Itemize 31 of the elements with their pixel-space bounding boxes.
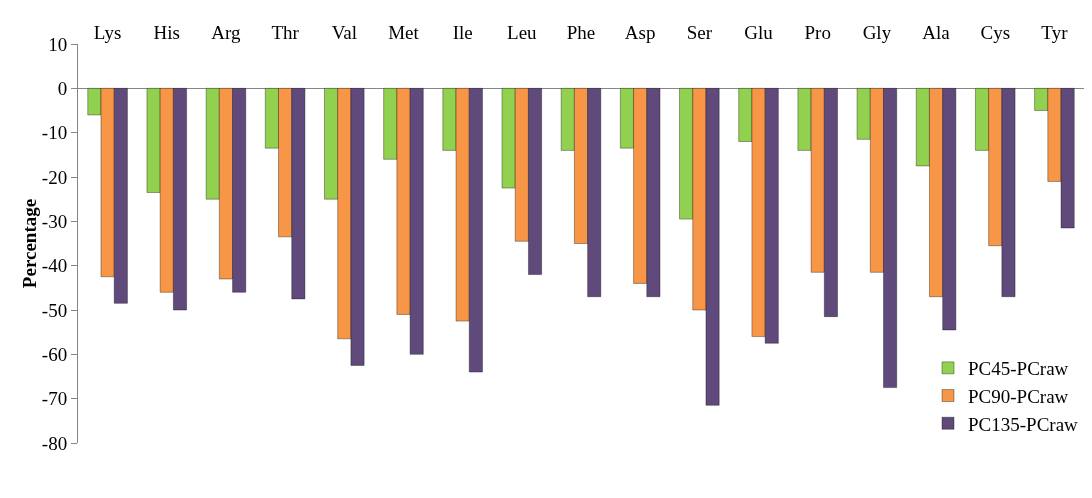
x-tick-label: Arg xyxy=(211,22,242,44)
x-tick-label: Thr xyxy=(271,22,300,44)
y-tick-label: -40 xyxy=(41,255,68,277)
legend-label: PC90-PCraw xyxy=(968,385,1069,407)
x-tick-label: Leu xyxy=(507,22,538,44)
x-tick-label: Met xyxy=(388,22,420,44)
x-tick-label: Gly xyxy=(862,22,892,44)
legend-label: PC45-PCraw xyxy=(968,358,1069,380)
y-axis-title: Percentage xyxy=(18,198,40,289)
y-tick-label: -10 xyxy=(41,122,68,144)
y-tick-label: -60 xyxy=(41,343,68,365)
y-tick-label: -70 xyxy=(41,388,68,410)
x-tick-label: Tyr xyxy=(1041,22,1069,44)
x-tick-label: Ile xyxy=(452,22,473,44)
y-tick-label: 10 xyxy=(48,33,68,55)
x-tick-label: Val xyxy=(331,22,357,44)
x-tick-label: Ser xyxy=(686,22,713,44)
y-tick-label: -80 xyxy=(41,432,68,454)
x-tick-label: His xyxy=(153,22,180,44)
y-tick-label: -50 xyxy=(41,299,68,321)
x-tick-label: Pro xyxy=(804,22,831,44)
x-tick-label: Cys xyxy=(980,22,1011,44)
y-tick-label: -30 xyxy=(41,210,68,232)
y-tick-label: -20 xyxy=(41,166,68,188)
x-tick-label: Lys xyxy=(93,22,122,44)
x-tick-label: Glu xyxy=(744,22,774,44)
x-tick-label: Ala xyxy=(922,22,951,44)
x-tick-label: Phe xyxy=(566,22,596,44)
x-tick-label: Asp xyxy=(624,22,656,44)
legend-label: PC135-PCraw xyxy=(968,413,1079,435)
y-tick-label: 0 xyxy=(57,77,68,99)
